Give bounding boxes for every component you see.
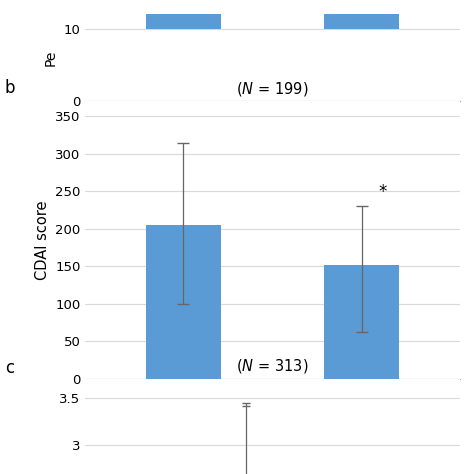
Bar [146, 225, 221, 379]
Text: *: * [379, 183, 387, 201]
Y-axis label: CDAI score: CDAI score [35, 201, 49, 280]
Text: c: c [5, 358, 14, 376]
Bar [324, 0, 399, 29]
Bar [324, 265, 399, 379]
Bar [146, 0, 221, 29]
Title: ($\it{N}$ = 313): ($\it{N}$ = 313) [237, 357, 309, 375]
Text: b: b [5, 79, 15, 97]
Y-axis label: Pe: Pe [44, 50, 58, 66]
Title: ($\it{N}$ = 199): ($\it{N}$ = 199) [237, 80, 309, 98]
